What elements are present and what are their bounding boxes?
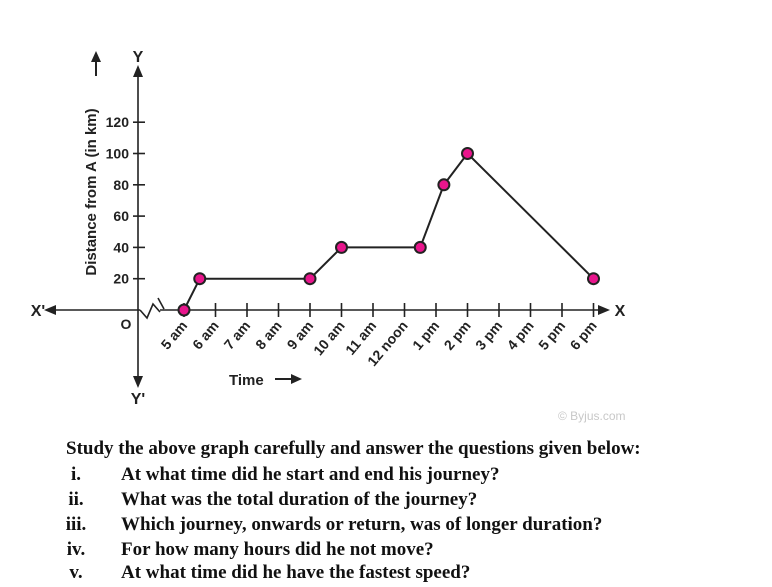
- data-point: [303, 272, 317, 286]
- x-axis-left-arrow-icon: [44, 305, 56, 315]
- question-text: At what time did he start and end his jo…: [121, 464, 500, 485]
- question-number: iv.: [66, 539, 86, 560]
- y-ticks: 20 40 60 80 100 120: [106, 114, 145, 287]
- data-point: [437, 178, 451, 192]
- data-point: [413, 240, 427, 254]
- question-item: i. At what time did he start and end his…: [0, 464, 772, 489]
- x-tick-label: 6 pm: [567, 318, 600, 353]
- origin-label: O: [121, 316, 132, 332]
- x-axis-title: Time: [229, 372, 264, 389]
- x-tick-label: 5 am: [158, 318, 191, 353]
- x-tick-label: 6 am: [189, 318, 222, 353]
- x-tick-label: 2 pm: [441, 318, 474, 353]
- y-tick-label: 20: [113, 271, 129, 287]
- y-axis-negative-label: Y': [131, 391, 145, 408]
- question-text: At what time did he have the fastest spe…: [121, 562, 471, 583]
- x-tick-label: 1 pm: [409, 318, 442, 353]
- question-number: v.: [69, 562, 83, 583]
- question-number: iii.: [65, 514, 87, 535]
- question-item: ii. What was the total duration of the j…: [0, 489, 772, 514]
- x-label-arrow-icon: [275, 374, 302, 384]
- x-tick-label: 8 am: [252, 318, 285, 353]
- data-point: [177, 303, 191, 317]
- axis-break-icon: [139, 302, 161, 320]
- series-path: [183, 151, 595, 311]
- question-text: For how many hours did he not move?: [121, 539, 434, 560]
- y-tick-label: 80: [113, 177, 129, 193]
- x-tick-label: 3 pm: [472, 318, 505, 353]
- x-axis-negative-label: X': [31, 303, 45, 320]
- y-tick-label: 120: [106, 114, 130, 130]
- y-tick-label: 40: [113, 239, 129, 255]
- questions-intro: Study the above graph carefully and answ…: [66, 438, 641, 459]
- y-axis: [133, 65, 143, 388]
- y-axis-up-arrow-icon: [133, 65, 143, 77]
- x-tick-label: 10 am: [310, 318, 348, 359]
- y-tick-label: 100: [106, 146, 130, 162]
- series-markers: [177, 147, 600, 317]
- data-point: [193, 272, 207, 286]
- x-axis: [44, 297, 610, 320]
- x-tick-label: 4 pm: [504, 318, 537, 353]
- watermark: © Byjus.com: [558, 409, 626, 423]
- question-text: Which journey, onwards or return, was of…: [121, 514, 603, 535]
- x-tick-label: 7 am: [221, 318, 254, 353]
- series-line: [183, 151, 595, 311]
- question-item: iii. Which journey, onwards or return, w…: [0, 514, 772, 539]
- y-axis-down-arrow-icon: [133, 376, 143, 388]
- y-axis-title: Distance from A (in km): [83, 108, 100, 275]
- question-item: iv. For how many hours did he not move?: [0, 539, 772, 564]
- question-number: i.: [70, 464, 82, 485]
- question-text: What was the total duration of the journ…: [121, 489, 478, 510]
- x-axis-label: X: [615, 303, 626, 320]
- data-point: [461, 147, 474, 160]
- y-label-arrow-icon: [91, 51, 101, 76]
- x-tick-label: 5 pm: [535, 318, 568, 353]
- question-number: ii.: [68, 489, 84, 510]
- y-axis-label: Y: [133, 49, 144, 66]
- y-tick-label: 60: [113, 208, 129, 224]
- data-point: [335, 240, 348, 254]
- distance-time-chart: Distance from A (in km) Y Y' X' X O Time…: [31, 49, 626, 423]
- question-item: v. At what time did he have the fastest …: [0, 562, 772, 587]
- data-point: [587, 272, 600, 286]
- x-axis-right-arrow-icon: [598, 305, 610, 315]
